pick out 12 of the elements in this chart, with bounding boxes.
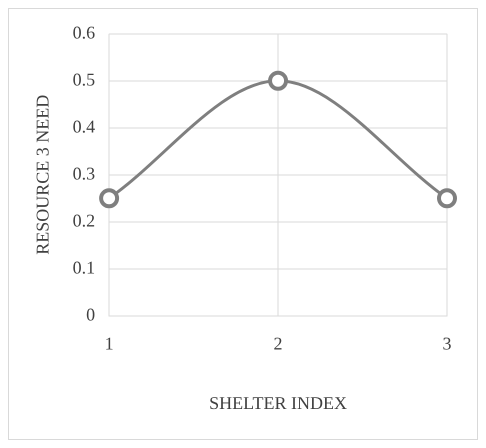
x-tick-label: 2	[274, 333, 283, 354]
y-tick-label: 0.4	[72, 116, 96, 137]
y-tick-label: 0.1	[72, 258, 96, 278]
y-tick-label: 0.5	[72, 70, 96, 90]
y-tick-label: 0.2	[72, 210, 96, 231]
x-tick-label: 3	[442, 333, 452, 354]
x-axis-title: SHELTER INDEX	[209, 392, 347, 413]
y-axis-title: RESOURCE 3 NEED	[32, 94, 53, 255]
y-tick-label: 0.6	[72, 22, 96, 43]
y-tick-label: 0.3	[72, 164, 96, 184]
x-tick-label: 1	[104, 333, 114, 354]
y-tick-label: 0	[86, 304, 96, 325]
